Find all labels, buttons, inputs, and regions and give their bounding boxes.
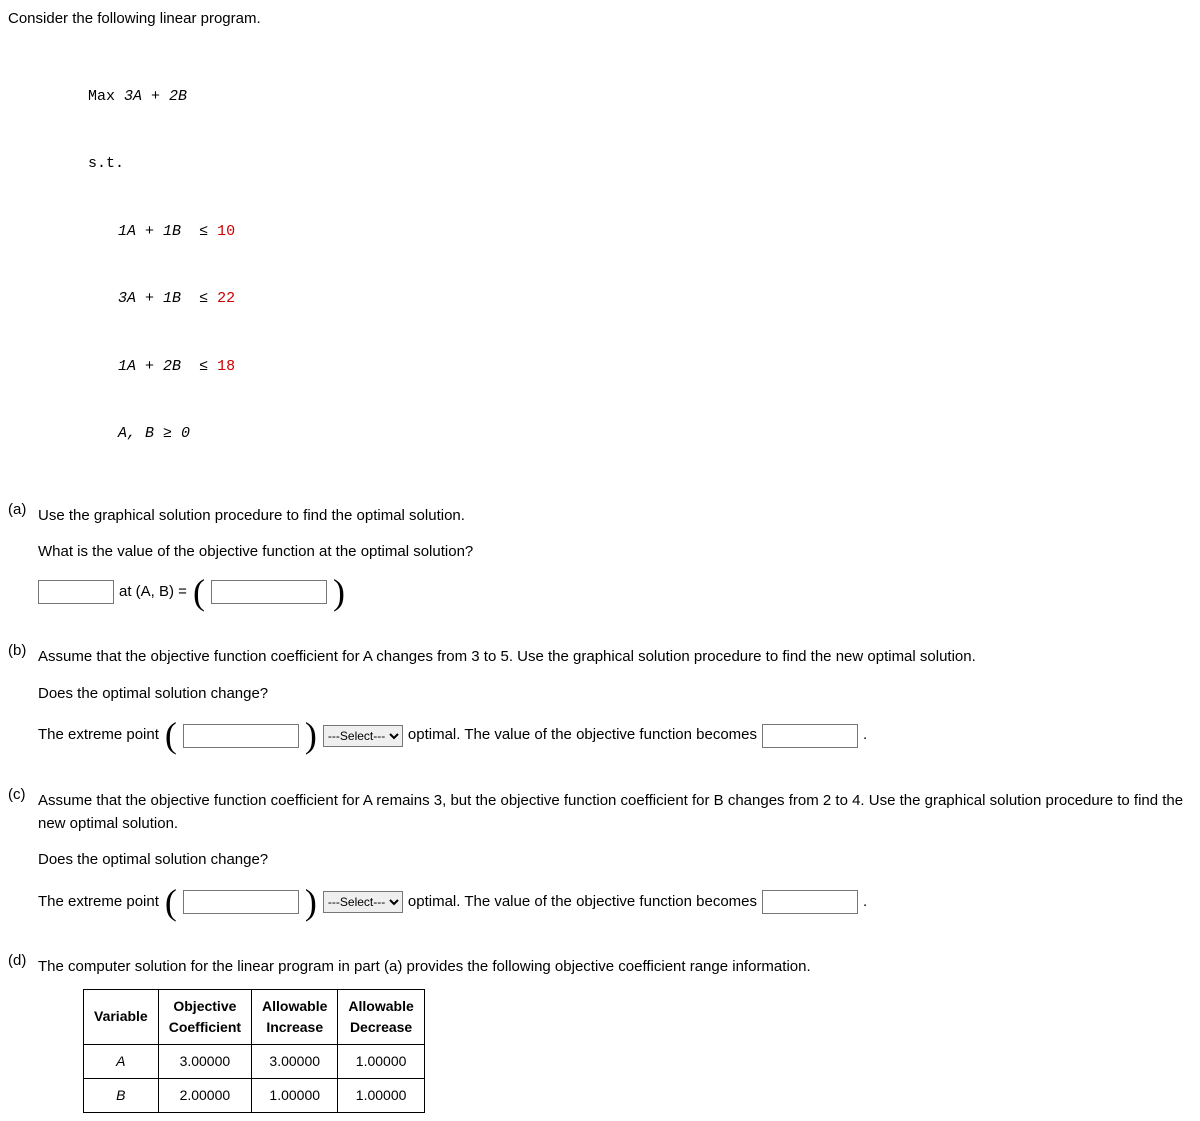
rparen-b: ): [304, 721, 318, 750]
select-c[interactable]: ---Select---: [323, 891, 403, 913]
table-row: A 3.00000 3.00000 1.00000: [84, 1044, 425, 1078]
after-select-b: optimal. The value of the objective func…: [408, 724, 757, 747]
part-c-q2: Does the optimal solution change?: [38, 849, 1192, 872]
subject-to: s.t.: [88, 155, 124, 172]
th-allow-inc: AllowableIncrease: [252, 989, 338, 1044]
obj-value-c[interactable]: [762, 890, 858, 914]
lparen-c: (: [164, 888, 178, 917]
cell-a-var: A: [84, 1044, 159, 1078]
c0-rhs: 10: [217, 223, 235, 240]
obj-value-input[interactable]: [38, 580, 114, 604]
period-b: .: [863, 724, 867, 747]
c0-lhs: 1A + 1B: [118, 223, 181, 240]
cell-b-dec: 1.00000: [338, 1078, 424, 1112]
lparen-b: (: [164, 721, 178, 750]
part-c-q1: Assume that the objective function coeff…: [38, 790, 1192, 835]
lp-block: Max 3A + 2B s.t. 1A + 1B ≤ 10 3A + 1B ≤ …: [88, 41, 1192, 491]
obj-expr: 3A + 2B: [124, 88, 187, 105]
c1-lhs: 3A + 1B: [118, 290, 181, 307]
part-b-label: (b): [8, 640, 38, 663]
cell-a-coef: 3.00000: [158, 1044, 251, 1078]
c2-rhs: 18: [217, 358, 235, 375]
part-a-label: (a): [8, 499, 38, 522]
cell-b-coef: 2.00000: [158, 1078, 251, 1112]
rparen-c: ): [304, 888, 318, 917]
right-paren: ): [332, 578, 346, 607]
part-d-q1: The computer solution for the linear pro…: [38, 956, 1192, 979]
extreme-input-c[interactable]: [183, 890, 299, 914]
th-variable: Variable: [84, 989, 159, 1044]
cell-a-dec: 1.00000: [338, 1044, 424, 1078]
left-paren: (: [192, 578, 206, 607]
select-b[interactable]: ---Select---: [323, 725, 403, 747]
cell-a-inc: 3.00000: [252, 1044, 338, 1078]
part-b-q1: Assume that the objective function coeff…: [38, 646, 1192, 669]
extreme-input-b[interactable]: [183, 724, 299, 748]
nonneg: A, B ≥ 0: [118, 425, 190, 442]
c1-op: ≤: [199, 290, 208, 307]
th-obj-coef: ObjectiveCoefficient: [158, 989, 251, 1044]
part-b-q2: Does the optimal solution change?: [38, 683, 1192, 706]
c0-op: ≤: [199, 223, 208, 240]
intro-text: Consider the following linear program.: [8, 10, 261, 27]
at-ab-text: at (A, B) =: [119, 581, 187, 604]
part-c-label: (c): [8, 784, 38, 807]
coefficient-table: Variable ObjectiveCoefficient AllowableI…: [83, 989, 425, 1113]
ab-input[interactable]: [211, 580, 327, 604]
obj-value-b[interactable]: [762, 724, 858, 748]
obj-label: Max: [88, 88, 115, 105]
period-c: .: [863, 891, 867, 914]
cell-b-inc: 1.00000: [252, 1078, 338, 1112]
part-a-q2: What is the value of the objective funct…: [38, 541, 1192, 564]
extreme-text-c: The extreme point: [38, 891, 159, 914]
after-select-c: optimal. The value of the objective func…: [408, 891, 757, 914]
c2-op: ≤: [199, 358, 208, 375]
th-allow-dec: AllowableDecrease: [338, 989, 424, 1044]
c2-lhs: 1A + 2B: [118, 358, 181, 375]
part-a-q1: Use the graphical solution procedure to …: [38, 505, 1192, 528]
part-d-label: (d): [8, 950, 38, 973]
table-row: B 2.00000 1.00000 1.00000: [84, 1078, 425, 1112]
c1-rhs: 22: [217, 290, 235, 307]
cell-b-var: B: [84, 1078, 159, 1112]
extreme-text-b: The extreme point: [38, 724, 159, 747]
